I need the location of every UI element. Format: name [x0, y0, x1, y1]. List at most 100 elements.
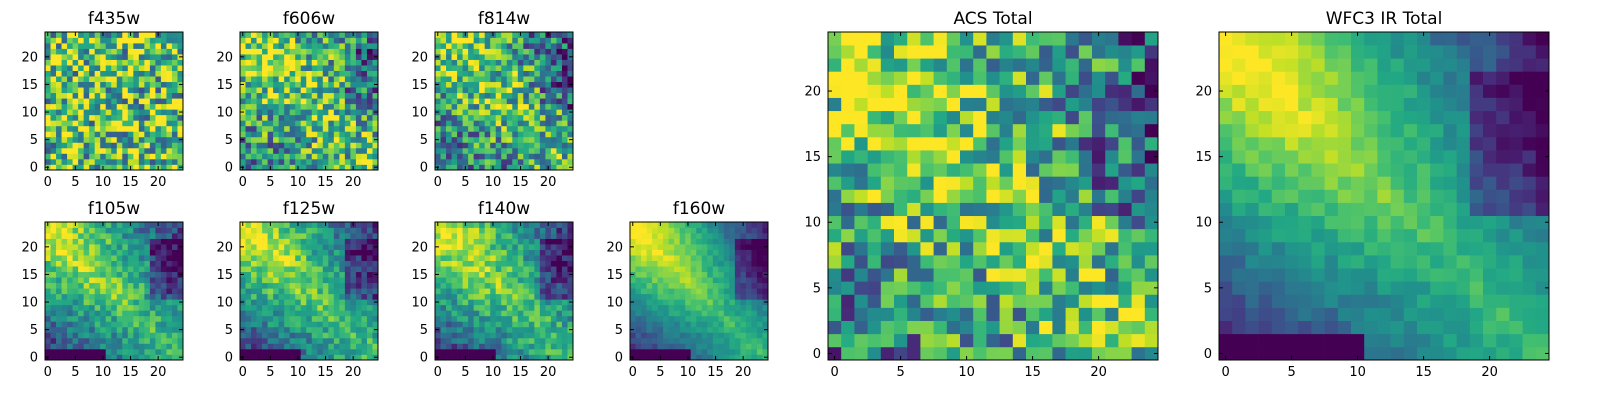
- heatmap-cell: [177, 37, 184, 44]
- heatmap-cell: [144, 277, 151, 284]
- heatmap-cell: [262, 87, 268, 94]
- y-tick-label: 20: [21, 240, 38, 255]
- heatmap-cell: [333, 326, 340, 333]
- heatmap-cell: [663, 255, 669, 261]
- heatmap-cell: [685, 260, 692, 267]
- heatmap-cell: [111, 114, 118, 121]
- heatmap-cell: [144, 310, 151, 317]
- heatmap-cell: [306, 81, 313, 88]
- heatmap-cell: [138, 337, 145, 344]
- heatmap-cell: [105, 227, 112, 234]
- heatmap-cell: [517, 114, 524, 121]
- heatmap-cell: [333, 233, 340, 239]
- heatmap-cell: [473, 348, 480, 355]
- heatmap-cell: [344, 271, 351, 278]
- heatmap-cell: [457, 76, 463, 83]
- heatmap-cell: [462, 76, 469, 83]
- heatmap-cell: [138, 304, 145, 311]
- heatmap-cell: [333, 293, 340, 300]
- heatmap-cell: [251, 354, 257, 361]
- heatmap-cell: [177, 304, 184, 311]
- heatmap-cell: [83, 120, 90, 127]
- heatmap-cell: [127, 266, 134, 273]
- heatmap-cell: [122, 114, 129, 121]
- heatmap-cell: [446, 131, 452, 138]
- heatmap-cell: [138, 131, 145, 138]
- heatmap-cell: [756, 282, 763, 289]
- heatmap-cell: [1131, 215, 1146, 230]
- heatmap-cell: [734, 266, 741, 273]
- heatmap-cell: [517, 326, 524, 333]
- heatmap-cell: [457, 299, 463, 306]
- heatmap-cell: [100, 37, 107, 44]
- heatmap-cell: [50, 310, 57, 317]
- heatmap-cell: [762, 348, 769, 355]
- heatmap-cell: [105, 92, 112, 99]
- heatmap-cell: [762, 238, 769, 245]
- heatmap-cell: [668, 249, 675, 256]
- heatmap-cell: [523, 103, 530, 110]
- heatmap-cell: [550, 43, 557, 49]
- heatmap-cell: [344, 131, 351, 138]
- heatmap-cell: [366, 244, 373, 250]
- heatmap-cell: [61, 233, 68, 239]
- heatmap-cell: [78, 103, 84, 110]
- heatmap-cell: [333, 109, 340, 116]
- heatmap-cell: [273, 136, 279, 143]
- heatmap-cell: [539, 238, 546, 245]
- heatmap-cell: [133, 147, 140, 154]
- heatmap-cell: [517, 65, 524, 71]
- heatmap-cell: [1026, 307, 1040, 321]
- heatmap-cell: [652, 293, 658, 300]
- heatmap-cell: [245, 288, 252, 295]
- heatmap-cell: [56, 65, 62, 71]
- heatmap-cell: [756, 277, 763, 284]
- heatmap-cell: [144, 354, 151, 361]
- heatmap-cell: [45, 131, 51, 138]
- heatmap-cell: [295, 98, 302, 105]
- heatmap-cell: [512, 59, 519, 66]
- heatmap-cell: [361, 321, 368, 328]
- heatmap-cell: [707, 271, 714, 278]
- heatmap-cell: [333, 136, 340, 143]
- heatmap-cell: [72, 120, 79, 127]
- heatmap-cell: [756, 266, 763, 273]
- heatmap-cell: [339, 326, 346, 333]
- heatmap-cell: [295, 271, 302, 278]
- heatmap-cell: [701, 271, 708, 278]
- heatmap-cell: [635, 271, 642, 278]
- heatmap-cell: [311, 249, 318, 256]
- heatmap-cell: [462, 326, 469, 333]
- heatmap-cell: [166, 227, 173, 234]
- heatmap-cell: [707, 348, 714, 355]
- heatmap-cell: [61, 343, 68, 350]
- heatmap-cell: [446, 255, 452, 261]
- heatmap-cell: [317, 260, 324, 267]
- heatmap-cell: [506, 288, 513, 295]
- heatmap-cell: [468, 81, 474, 88]
- heatmap-cell: [111, 164, 118, 171]
- heatmap-cell: [339, 76, 346, 83]
- heatmap-cell: [361, 304, 368, 311]
- heatmap-cell: [762, 266, 769, 273]
- heatmap-cell: [339, 293, 346, 300]
- heatmap-cell: [501, 260, 508, 267]
- heatmap-cell: [306, 310, 313, 317]
- heatmap-cell: [166, 260, 173, 267]
- heatmap-cell: [495, 164, 502, 171]
- heatmap-cell: [317, 103, 324, 110]
- heatmap-cell: [1131, 307, 1146, 321]
- heatmap-cell: [149, 120, 156, 127]
- heatmap-cell: [1131, 294, 1146, 308]
- heatmap-cell: [300, 65, 307, 71]
- heatmap-cell: [446, 120, 452, 127]
- heatmap-cell: [539, 103, 546, 110]
- heatmap-cell: [517, 315, 524, 322]
- heatmap-cell: [333, 238, 340, 245]
- heatmap-cell: [506, 59, 513, 66]
- heatmap-cell: [171, 354, 178, 361]
- heatmap-cell: [366, 59, 373, 66]
- heatmap-cell: [133, 87, 140, 94]
- heatmap-cell: [734, 326, 741, 333]
- heatmap-cell: [646, 233, 653, 239]
